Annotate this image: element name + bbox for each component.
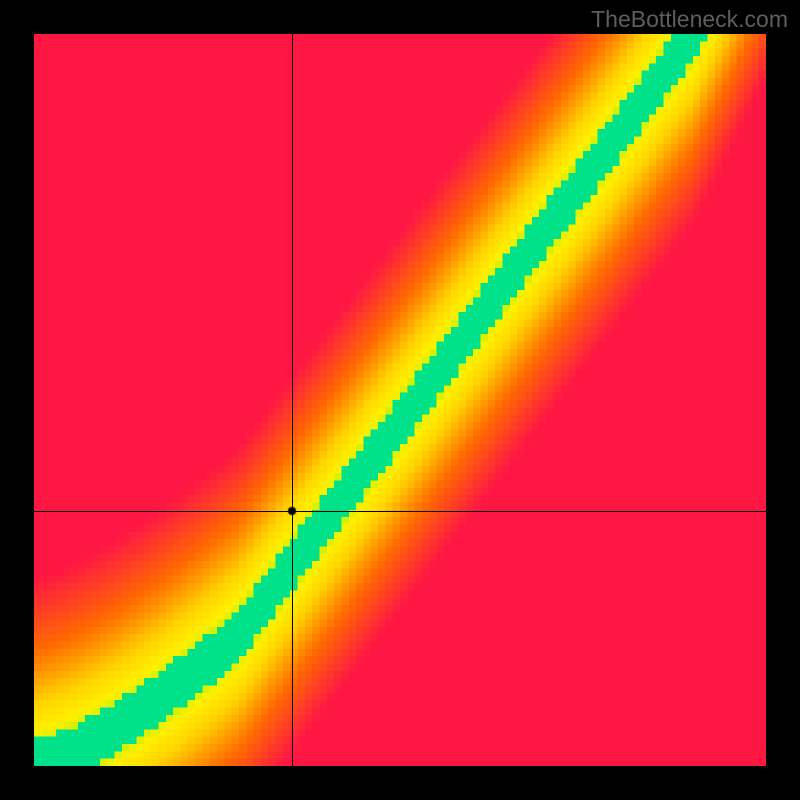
bottleneck-heatmap	[34, 34, 766, 766]
crosshair-marker	[287, 506, 297, 516]
watermark-label: TheBottleneck.com	[591, 6, 788, 33]
crosshair-horizontal	[34, 511, 766, 512]
chart-container: TheBottleneck.com	[0, 0, 800, 800]
crosshair-vertical	[292, 34, 293, 766]
